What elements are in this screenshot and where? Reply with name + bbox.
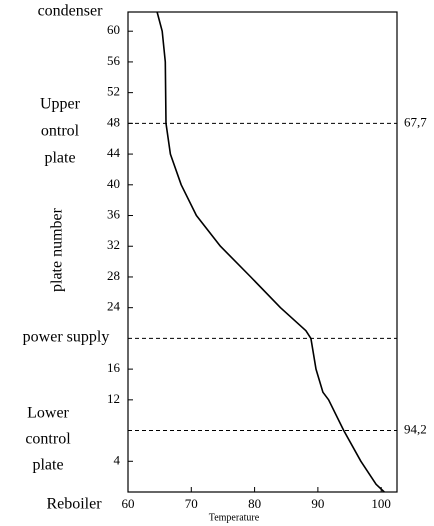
plot-frame [127, 11, 398, 493]
side-label: power supply [23, 329, 110, 346]
y-tick-label: 4 [114, 452, 121, 467]
temperature-profile [156, 11, 385, 493]
y-tick-label: 44 [107, 145, 121, 160]
y-tick-label: 12 [107, 391, 120, 406]
side-label: condenser [38, 3, 104, 20]
x-axis-label: Temperature [209, 512, 260, 523]
y-tick-label: 48 [107, 114, 120, 129]
side-label: Upper [40, 96, 81, 113]
y-axis-label: plate number [49, 207, 66, 292]
reference-label: 94,2 [404, 422, 427, 437]
y-tick-label: 56 [107, 53, 121, 68]
x-tick-label: 80 [248, 496, 261, 511]
side-label: Reboiler [46, 496, 102, 513]
y-tick-label: 60 [107, 22, 120, 37]
x-tick-label: 90 [311, 496, 324, 511]
y-tick-label: 24 [107, 299, 121, 314]
x-tick-label: 100 [371, 496, 391, 511]
side-label: Lower [27, 405, 69, 422]
side-label: plate [44, 150, 75, 167]
y-tick-label: 28 [107, 268, 120, 283]
reference-label: 67,7 [404, 114, 427, 129]
side-label: plate [32, 457, 63, 474]
y-tick-label: 40 [107, 176, 120, 191]
side-label: control [25, 431, 71, 448]
side-label: ontrol [41, 123, 80, 140]
y-tick-label: 32 [107, 237, 120, 252]
y-tick-label: 36 [107, 207, 121, 222]
x-tick-label: 70 [185, 496, 198, 511]
y-tick-label: 16 [107, 360, 121, 375]
x-tick-label: 60 [122, 496, 135, 511]
y-tick-label: 52 [107, 84, 120, 99]
